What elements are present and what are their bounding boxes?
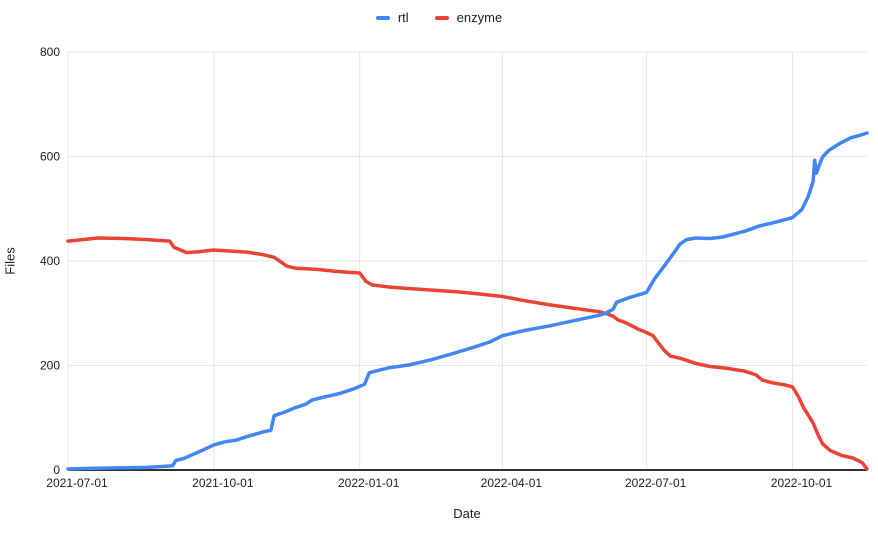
enzyme-line bbox=[66, 236, 869, 471]
y-tick-label: 400 bbox=[40, 254, 60, 268]
legend: rtl enzyme bbox=[0, 10, 878, 25]
enzyme-series-label: enzyme bbox=[456, 10, 503, 25]
enzyme-series-swatch-icon bbox=[434, 15, 449, 20]
legend-item-rtl[interactable]: rtl bbox=[375, 10, 409, 25]
x-tick-label: 2022-01-01 bbox=[338, 476, 400, 490]
x-tick-label: 2022-04-01 bbox=[481, 476, 543, 490]
y-tick-label: 800 bbox=[40, 45, 60, 59]
x-axis-title: Date bbox=[453, 506, 481, 521]
y-tick-label: 0 bbox=[53, 463, 60, 477]
y-tick-label: 600 bbox=[40, 150, 60, 164]
x-tick-label: 2021-07-01 bbox=[46, 476, 108, 490]
rtl-series-swatch-icon bbox=[375, 15, 390, 20]
y-axis-title: Files bbox=[2, 247, 18, 275]
x-tick-label: 2022-10-01 bbox=[771, 476, 833, 490]
x-tick-label: 2021-10-01 bbox=[192, 476, 254, 490]
y-tick-label: 200 bbox=[40, 359, 60, 373]
x-tick-label: 2022-07-01 bbox=[625, 476, 687, 490]
rtl-series-label: rtl bbox=[397, 10, 409, 25]
rtl-line bbox=[66, 131, 869, 471]
legend-item-enzyme[interactable]: enzyme bbox=[434, 10, 503, 25]
